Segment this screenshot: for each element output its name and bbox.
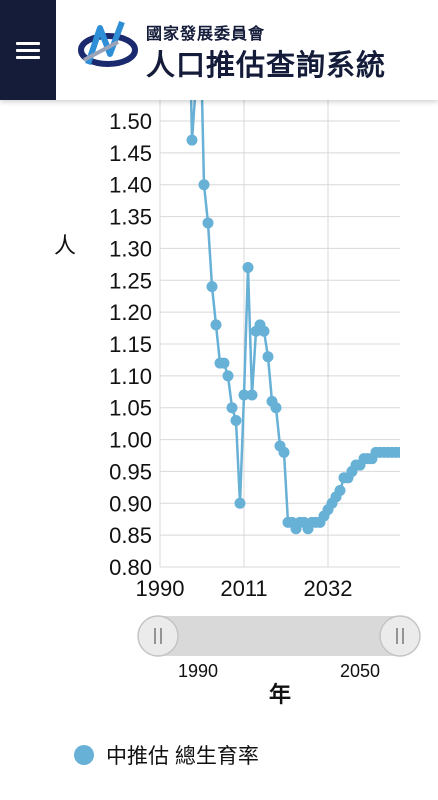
data-point[interactable] bbox=[258, 325, 270, 337]
data-point[interactable] bbox=[238, 389, 250, 401]
data-point[interactable] bbox=[226, 402, 238, 414]
y-tick-label: 1.25 bbox=[109, 268, 152, 293]
hamburger-menu-icon bbox=[16, 38, 40, 63]
legend-label: 中推估 總生育率 bbox=[106, 745, 259, 768]
legend-marker bbox=[74, 745, 94, 765]
range-slider-end-label: 2050 bbox=[340, 661, 380, 681]
y-tick-label: 1.20 bbox=[109, 300, 152, 325]
y-tick-label: 0.85 bbox=[109, 523, 152, 548]
org-name: 國家發展委員會 bbox=[146, 26, 266, 43]
y-tick-label: 0.90 bbox=[109, 491, 152, 516]
data-point[interactable] bbox=[202, 217, 214, 229]
data-point[interactable] bbox=[262, 351, 274, 363]
data-point[interactable] bbox=[198, 179, 210, 191]
data-point[interactable] bbox=[230, 414, 242, 426]
data-point[interactable] bbox=[334, 485, 346, 497]
chart-legend[interactable]: 中推估 總生育率 bbox=[74, 740, 259, 770]
data-point[interactable] bbox=[206, 281, 218, 293]
app-title: 人口推估查詢系統 bbox=[146, 50, 387, 82]
data-point[interactable] bbox=[270, 402, 282, 414]
range-slider-start-handle[interactable] bbox=[137, 615, 179, 657]
y-tick-label: 1.50 bbox=[109, 109, 152, 134]
x-axis-ticks: 1990 2011 2032 bbox=[136, 576, 353, 601]
y-tick-label: 0.95 bbox=[109, 459, 152, 484]
data-point[interactable] bbox=[246, 389, 258, 401]
data-point[interactable] bbox=[394, 446, 406, 458]
data-point[interactable] bbox=[234, 497, 246, 509]
y-tick-label: 1.40 bbox=[109, 173, 152, 198]
data-point[interactable] bbox=[210, 319, 222, 331]
y-axis-ticks: 1.50 1.45 1.40 1.35 1.30 1.25 1.20 1.15 1.10 1.05… bbox=[109, 109, 152, 580]
data-point[interactable] bbox=[222, 370, 234, 382]
y-tick-label: 1.00 bbox=[109, 428, 152, 453]
data-point[interactable] bbox=[218, 357, 230, 369]
data-point[interactable] bbox=[242, 262, 254, 274]
data-point[interactable] bbox=[186, 134, 198, 146]
y-tick-label: 1.10 bbox=[109, 364, 152, 389]
range-slider-start-label: 1990 bbox=[178, 661, 218, 681]
y-tick-label: 0.80 bbox=[109, 555, 152, 580]
x-tick-label: 2011 bbox=[220, 576, 267, 601]
x-tick-label: 2032 bbox=[304, 576, 353, 601]
x-tick-label: 1990 bbox=[136, 576, 185, 601]
app-header: 國家發展委員會 人口推估查詢系統 bbox=[0, 0, 438, 100]
chart-grid bbox=[159, 100, 400, 568]
x-axis-label: 年 bbox=[269, 682, 291, 707]
y-tick-label: 1.45 bbox=[109, 141, 152, 166]
menu-button[interactable] bbox=[0, 0, 56, 100]
y-tick-label: 1.05 bbox=[109, 396, 152, 421]
y-tick-label: 1.15 bbox=[109, 332, 152, 357]
y-tick-label: 1.35 bbox=[109, 205, 152, 230]
series-total-fertility-rate bbox=[186, 100, 406, 535]
range-slider-track[interactable] bbox=[138, 616, 420, 656]
data-point[interactable] bbox=[278, 446, 290, 458]
y-tick-label: 1.30 bbox=[109, 236, 152, 261]
y-axis-label: 人 bbox=[54, 233, 76, 258]
ndc-logo-icon bbox=[78, 20, 138, 67]
range-slider-end-handle[interactable] bbox=[379, 615, 421, 657]
